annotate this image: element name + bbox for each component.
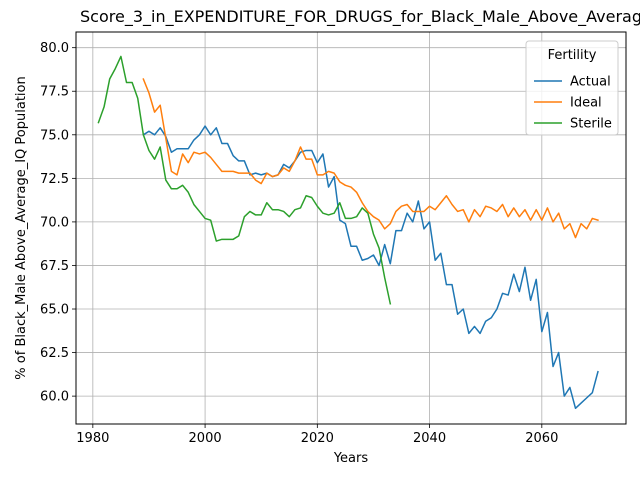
x-tick-label: 2060 — [525, 431, 558, 446]
chart-title: Score_3_in_EXPENDITURE_FOR_DRUGS_for_Bla… — [80, 7, 640, 27]
series-line-actual — [142, 125, 599, 410]
x-tick-label: 2040 — [413, 431, 446, 446]
x-tick-label: 1980 — [76, 431, 109, 446]
legend-label-ideal: Ideal — [570, 96, 602, 111]
legend-label-sterile: Sterile — [570, 117, 612, 132]
y-tick-label: 62.5 — [40, 346, 69, 361]
legend-label-actual: Actual — [570, 75, 611, 90]
series-line-sterile — [97, 55, 392, 305]
legend: Fertility Actual Ideal Sterile — [525, 40, 619, 136]
y-axis-label: % of Black_Male Above_Average_IQ Populat… — [14, 76, 29, 379]
y-tick-label: 75.0 — [40, 128, 69, 143]
series-line-ideal — [142, 78, 599, 239]
y-tick-label: 70.0 — [40, 215, 69, 230]
x-tick-label: 2020 — [301, 431, 334, 446]
legend-title: Fertility — [548, 48, 597, 63]
y-tick-label: 67.5 — [40, 259, 69, 274]
y-tick-label: 80.0 — [40, 41, 69, 56]
plot-area — [97, 55, 599, 410]
legend-box — [525, 40, 619, 136]
y-tick-label: 65.0 — [40, 303, 69, 318]
axis-ticks: 1980 2000 2020 2040 2060 60.0 62.5 65.0 67.5 70.0… — [40, 41, 558, 446]
x-axis-label: Years — [333, 451, 369, 466]
axes-frame — [75, 31, 627, 425]
x-tick-label: 2000 — [189, 431, 222, 446]
y-tick-label: 72.5 — [40, 172, 69, 187]
y-tick-label: 77.5 — [40, 85, 69, 100]
y-tick-label: 60.0 — [40, 390, 69, 405]
grid — [76, 32, 626, 424]
